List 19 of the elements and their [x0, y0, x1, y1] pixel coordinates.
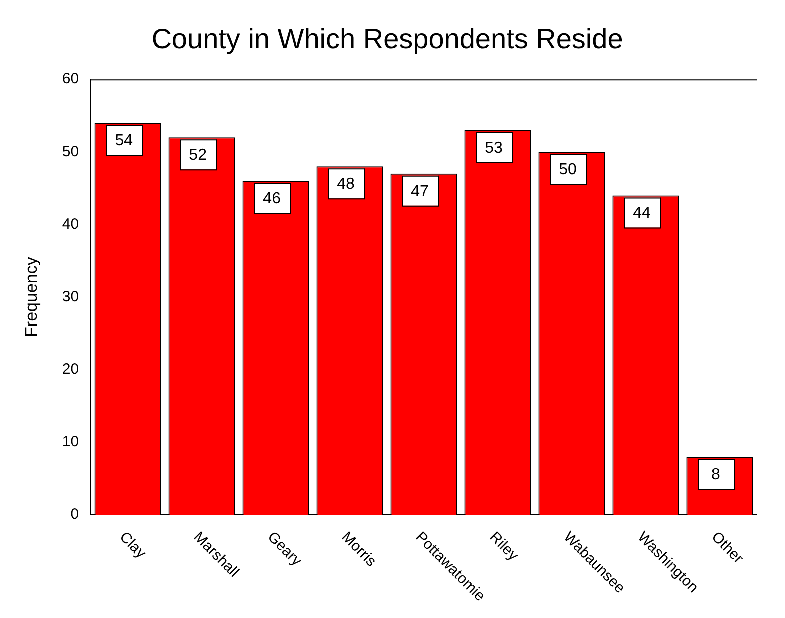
data-label: 50 [559, 162, 578, 179]
data-label: 52 [189, 147, 208, 164]
data-label: 8 [712, 466, 721, 484]
data-label: 54 [115, 132, 134, 150]
data-label: 44 [633, 205, 652, 222]
y-tick-label: 10 [62, 434, 80, 451]
data-label: 48 [337, 176, 356, 194]
x-tick-label: Clay [116, 528, 150, 562]
y-tick-label: 50 [62, 143, 80, 160]
y-tick-label: 20 [62, 361, 80, 378]
chart-title: County in Which Respondents Reside [152, 24, 624, 55]
data-label: 47 [411, 183, 430, 200]
y-tick-label: 30 [62, 288, 80, 306]
y-tick-label: 0 [70, 506, 80, 524]
data-label: 46 [263, 190, 282, 208]
y-axis-title: Frequency [22, 256, 41, 338]
data-label: 53 [485, 140, 504, 157]
y-tick-label: 40 [62, 216, 80, 233]
y-tick-label: 60 [62, 70, 80, 88]
